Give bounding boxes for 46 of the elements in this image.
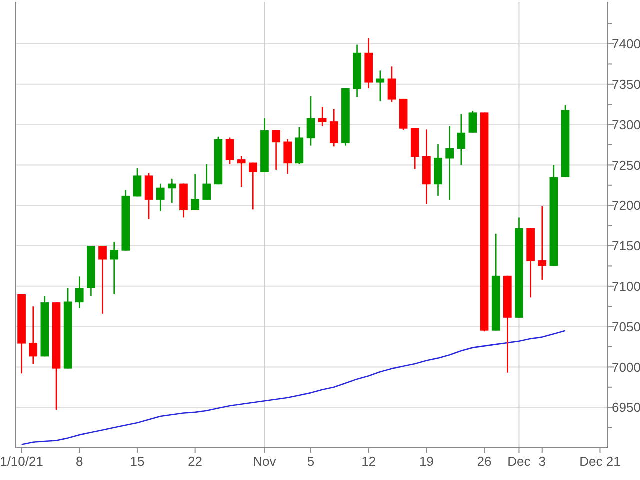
candlestick <box>156 183 165 212</box>
candlestick <box>110 241 118 296</box>
candlestick <box>248 162 258 210</box>
candlestick <box>330 108 338 148</box>
x-tick-label: 1/10/21 <box>0 454 44 469</box>
x-tick-label: Dec 21 <box>580 454 621 469</box>
x-tick-label: 3 <box>538 454 546 469</box>
y-tick-label: 7350 <box>612 76 640 92</box>
candlestick <box>202 164 212 201</box>
candlestick <box>457 114 466 166</box>
x-tick-label: 22 <box>188 454 203 469</box>
y-tick-label: 7150 <box>612 238 640 254</box>
candlestick <box>306 96 316 146</box>
x-tick-label: 19 <box>419 454 434 469</box>
y-tick-label: 6950 <box>612 400 640 416</box>
candlestick <box>168 178 176 204</box>
x-tick-label: Nov <box>253 454 277 469</box>
y-tick-label: 7200 <box>612 198 640 214</box>
candlestick <box>98 245 107 315</box>
candlestick <box>29 306 38 365</box>
x-tick-label: 12 <box>362 454 376 469</box>
candlestick <box>191 173 200 212</box>
y-tick-label: 7400 <box>612 36 640 52</box>
candlestick <box>388 66 396 103</box>
candlestick <box>226 137 234 166</box>
y-tick-label: 7250 <box>612 158 640 173</box>
x-tick-label: 26 <box>477 454 492 469</box>
y-tick-label: 7300 <box>612 117 640 132</box>
y-tick-label: 7050 <box>612 319 640 334</box>
line-series <box>21 330 566 446</box>
x-tick-label: 5 <box>307 454 315 469</box>
candlestick <box>133 168 142 198</box>
x-tick-label: 8 <box>76 454 84 469</box>
candlestick <box>272 130 280 171</box>
candlestick <box>284 138 292 175</box>
candlestick <box>318 106 327 128</box>
x-tick-label: Dec <box>508 454 532 469</box>
candlestick <box>468 110 478 134</box>
candlestick <box>446 126 454 201</box>
candlestick <box>538 206 547 281</box>
candlestick <box>237 156 246 188</box>
x-tick-label: 15 <box>130 454 145 469</box>
candlestick <box>376 70 385 102</box>
y-tick-label: 7000 <box>612 360 640 375</box>
y-tick-label: 7100 <box>612 278 640 294</box>
candlestick <box>75 276 84 309</box>
